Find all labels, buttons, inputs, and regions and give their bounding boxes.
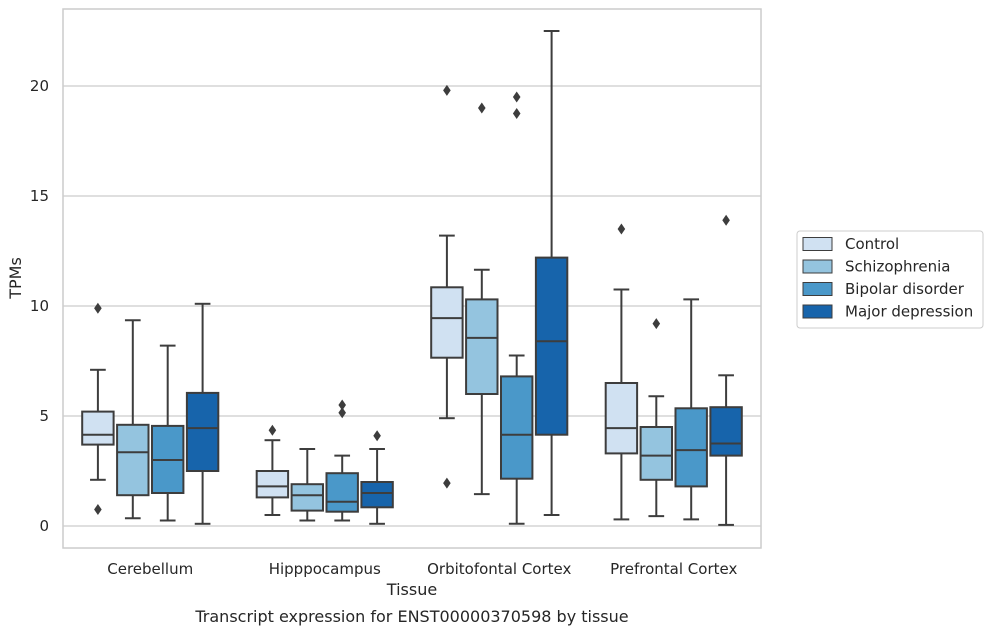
legend-label: Control [845, 235, 899, 253]
y-axis-label: TPMs [6, 257, 25, 300]
outlier-point [478, 102, 486, 114]
box [604, 382, 639, 455]
box-group [255, 399, 394, 525]
box [465, 298, 499, 395]
box-group [81, 302, 220, 525]
outlier-point [512, 91, 521, 103]
x-tick-label: Orbitofontal Cortex [427, 560, 571, 578]
y-tick-labels: 0 5 10 15 20 [30, 77, 49, 535]
y-tick-label: 15 [30, 187, 49, 205]
outlier-point [373, 430, 381, 442]
box [709, 406, 743, 457]
box [639, 426, 674, 481]
x-tick-label: Hipppocampus [269, 560, 381, 578]
x-tick-label: Prefrontal Cortex [610, 560, 737, 578]
chart-caption: Transcript expression for ENST0000037059… [194, 607, 628, 626]
outlier-point [443, 477, 451, 489]
x-axis-label: Tissue [386, 580, 437, 599]
y-tick-label: 5 [39, 407, 49, 425]
legend-swatch [802, 259, 833, 274]
legend-frame [796, 230, 984, 329]
legend-swatch [802, 282, 833, 296]
box [255, 470, 290, 499]
plot-frame [62, 8, 762, 549]
y-tick-label: 0 [39, 517, 49, 535]
box [674, 407, 708, 488]
box [116, 423, 150, 497]
y-tick-label: 20 [30, 77, 49, 95]
outlier-point [512, 108, 521, 119]
box-group [430, 30, 569, 525]
outlier-point [338, 399, 346, 411]
box [81, 410, 115, 446]
legend-swatch [802, 237, 833, 251]
outlier-point [617, 223, 626, 235]
legend-label: Major depression [845, 303, 973, 321]
x-tick-label: Cerebellum [107, 560, 193, 578]
box [430, 286, 464, 359]
box-groups [81, 30, 743, 526]
legend-swatch [802, 304, 833, 319]
outlier-point [652, 318, 661, 330]
outlier-point [94, 504, 102, 515]
outlier-point [94, 302, 102, 314]
x-tick-labels: Cerebellum Hipppocampus Orbitofontal Corte… [107, 560, 737, 578]
legend: Control Schizophrenia Bipolar disorder Majo… [796, 230, 984, 329]
box-group [604, 214, 743, 526]
y-tick-label: 10 [30, 297, 49, 315]
box [534, 256, 569, 436]
outlier-point [443, 84, 451, 96]
outlier-point [338, 407, 346, 419]
legend-label: Bipolar disorder [845, 280, 965, 298]
outlier-point [268, 424, 277, 436]
legend-label: Schizophrenia [845, 258, 950, 276]
box [290, 483, 325, 512]
outlier-point [722, 214, 730, 226]
box [185, 391, 220, 472]
y-gridlines [63, 85, 761, 527]
box [499, 375, 534, 480]
box [360, 481, 394, 509]
box [325, 472, 359, 513]
